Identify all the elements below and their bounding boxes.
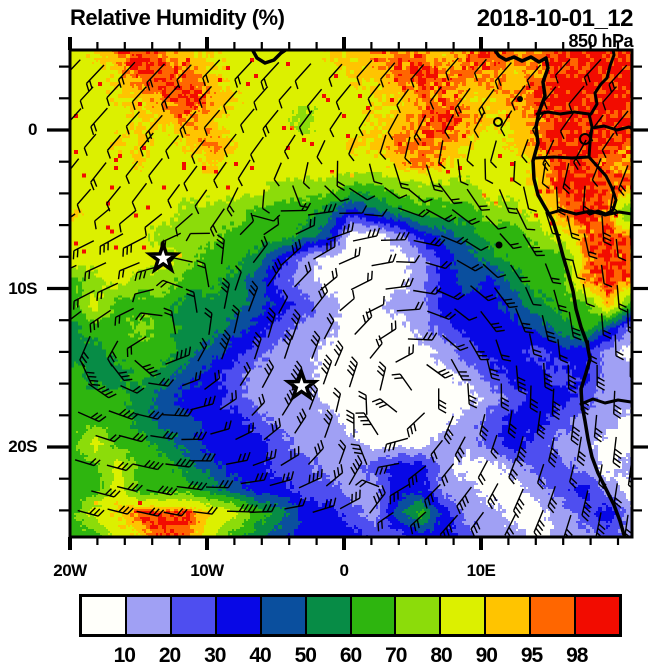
- colorbar-cell: [396, 597, 442, 634]
- colorbar-tick-label: 70: [385, 644, 407, 667]
- y-axis-tick-label: 10S: [8, 278, 37, 298]
- colorbar-tick-label: 90: [475, 644, 498, 667]
- x-axis-tick-label: 10W: [190, 561, 224, 580]
- colorbar-cell: [82, 597, 127, 634]
- y-axis-tick-label: 20S: [8, 437, 37, 456]
- x-axis-tick-label: 10E: [466, 561, 496, 580]
- colorbar-cell: [351, 597, 397, 634]
- colorbar-tick-label: 95: [520, 644, 543, 667]
- colorbar-cell: [306, 597, 352, 634]
- colorbar-tick-label: 60: [339, 644, 362, 667]
- pressure-level-label: 850 hPa: [568, 31, 633, 51]
- colorbar-cell: [261, 597, 307, 634]
- plot-title: Relative Humidity (%): [70, 5, 285, 30]
- colorbar-cell: [171, 597, 217, 634]
- colorbar-tick-label: 10: [113, 644, 136, 667]
- colorbar-tick-label: 30: [204, 644, 226, 667]
- valid-datetime-label: 2018-10-01_12: [476, 5, 634, 32]
- colorbar-cell: [576, 597, 620, 634]
- humidity-field-canvas: [70, 50, 632, 537]
- colorbar-cell: [531, 597, 577, 634]
- colorbar-tick-label: 20: [158, 644, 181, 667]
- colorbar-cell: [126, 597, 172, 634]
- colorbar-cell: [486, 597, 532, 634]
- y-axis-tick-label: 0: [28, 120, 37, 139]
- x-axis-tick-label: 20W: [53, 561, 87, 580]
- colorbar: [79, 594, 622, 637]
- colorbar-tick-label: 98: [566, 644, 588, 667]
- colorbar-cell: [441, 597, 487, 634]
- colorbar-tick-label: 50: [294, 644, 317, 667]
- x-axis-tick-label: 0: [339, 561, 349, 580]
- colorbar-tick-label: 80: [430, 644, 452, 667]
- colorbar-cell: [216, 597, 262, 634]
- colorbar-tick-label: 40: [249, 644, 271, 667]
